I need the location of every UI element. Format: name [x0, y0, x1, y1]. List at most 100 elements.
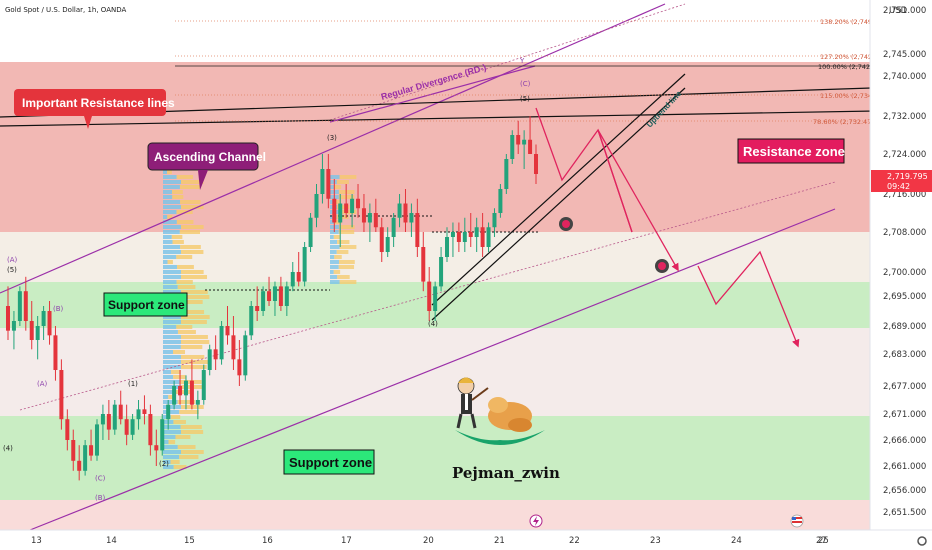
settings-gear-icon[interactable]: [917, 536, 927, 546]
volume-bar: [167, 260, 173, 264]
volume-bar: [163, 245, 181, 249]
candle: [23, 291, 28, 321]
volume-bar: [163, 185, 180, 189]
wave-label: (B): [53, 305, 64, 313]
candle: [397, 203, 402, 218]
volume-bar: [163, 455, 180, 459]
price-axis[interactable]: USD 2,751.000 2,745.000 2,740.000 2,732.000…: [869, 0, 932, 550]
target-marker-2: [655, 259, 669, 273]
volume-bar: [330, 245, 340, 249]
wave-label: (4): [3, 444, 13, 452]
volume-bar: [163, 200, 181, 204]
time-tick: 17: [341, 536, 352, 546]
volume-bar: [170, 415, 181, 419]
volume-bar: [163, 190, 173, 194]
price-tick: 2,651.500: [883, 508, 926, 518]
candle: [231, 335, 236, 360]
candle: [148, 414, 153, 446]
time-tick: 27: [816, 536, 827, 546]
volume-bar: [163, 255, 177, 259]
volume-bar: [163, 350, 174, 354]
candle: [237, 359, 242, 376]
candle: [272, 286, 277, 301]
candle: [267, 291, 272, 301]
volume-bar: [330, 265, 339, 269]
time-tick: 13: [31, 536, 42, 546]
wave-label: Y: [519, 57, 525, 65]
volume-bar: [163, 195, 173, 199]
us-flag-icon[interactable]: [790, 514, 804, 528]
volume-bar: [163, 260, 168, 264]
volume-bar: [163, 405, 181, 409]
candle: [83, 445, 88, 471]
wave-label: (5): [7, 266, 17, 274]
support-zone-box-2: Support zone: [283, 449, 375, 475]
candle: [219, 326, 224, 360]
target-marker-1: [559, 217, 573, 231]
price-tick: 2,700.000: [883, 268, 926, 278]
volume-bar: [163, 345, 181, 349]
candle: [189, 380, 194, 405]
candle: [278, 286, 283, 306]
volume-bar: [163, 360, 181, 364]
resistance-zone-label: Resistance zone: [743, 144, 845, 159]
resistance-zone-box: Resistance zone: [737, 138, 845, 164]
price-tick: 2,695.000: [883, 292, 926, 302]
fib-label: 127.20% (2,742.709): [820, 53, 889, 61]
volume-bar: [339, 280, 357, 284]
volume-bar: [163, 430, 181, 434]
volume-bar: [330, 235, 334, 239]
candle: [326, 169, 331, 199]
current-price-value: 2,719.795: [887, 172, 928, 181]
volume-bar: [176, 255, 193, 259]
volume-bar: [163, 280, 177, 284]
volume-bar: [163, 240, 173, 244]
zone-neutral: [0, 232, 870, 282]
volume-bar: [181, 225, 204, 229]
volume-bar: [180, 200, 201, 204]
candle: [302, 247, 307, 282]
price-tick: 2,656.000: [883, 486, 926, 496]
candle: [124, 419, 129, 435]
candle: [356, 198, 361, 209]
price-zones: [0, 62, 870, 530]
candle: [296, 272, 301, 282]
volume-bar: [173, 420, 186, 424]
volume-bar: [181, 205, 204, 209]
zone-bottom: [0, 500, 870, 530]
candle: [409, 213, 414, 223]
candle: [498, 189, 503, 213]
volume-bar: [181, 290, 208, 294]
ascending-channel-callout: Ascending Channel: [147, 142, 266, 190]
volume-bar: [176, 280, 193, 284]
candle: [77, 460, 82, 471]
candle: [89, 445, 94, 456]
volume-bar: [163, 340, 181, 344]
candle: [136, 409, 141, 420]
candle: [415, 213, 420, 247]
uptrend-line-2: [431, 87, 686, 321]
wave-labels: (A) (5) (B) (A) (4) (C) (B) (1) (2) (3) (4) (5) (C) Y: [3, 57, 531, 502]
price-tick: 2,708.000: [883, 228, 926, 238]
divergence-line: [329, 65, 536, 123]
candle: [504, 159, 509, 189]
fib-label: 115.00% (2,734.635): [820, 92, 889, 100]
volume-bar: [167, 170, 172, 174]
lightning-icon[interactable]: [529, 514, 543, 528]
volume-bar: [334, 255, 342, 259]
candle: [112, 404, 117, 430]
volume-bar: [330, 250, 337, 254]
volume-bar: [179, 230, 201, 234]
wave-label: (C): [95, 474, 106, 482]
volume-bar: [173, 375, 186, 379]
candles: [6, 116, 538, 481]
volume-bar: [338, 265, 355, 269]
volume-bar: [338, 230, 355, 234]
volume-bar: [163, 265, 178, 269]
volume-bar: [177, 285, 196, 289]
candle: [516, 135, 521, 145]
price-tick: 2,724.000: [883, 150, 926, 160]
volume-bar: [163, 330, 178, 334]
